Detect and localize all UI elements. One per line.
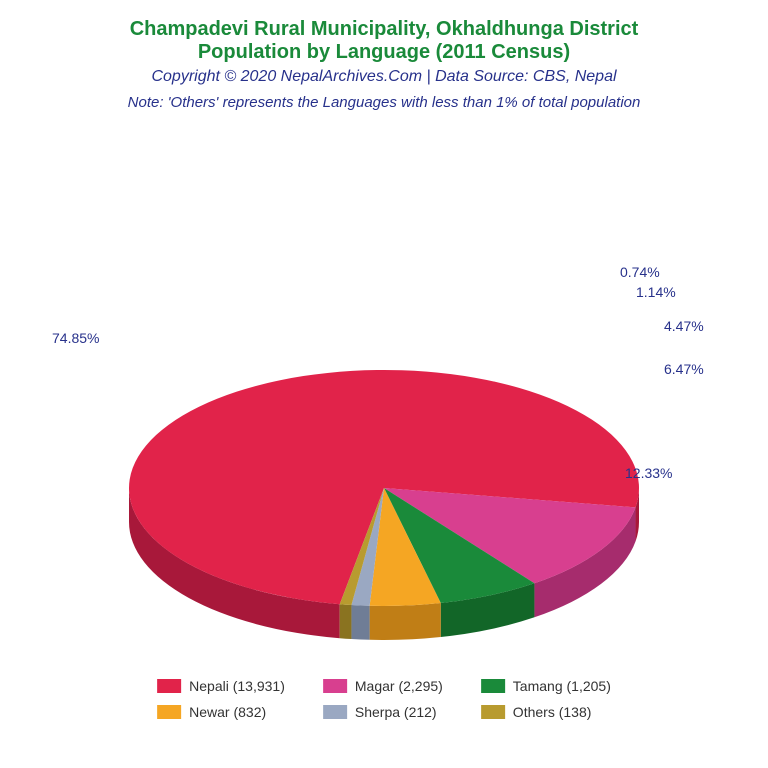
- legend-swatch: [157, 705, 181, 719]
- legend-item-nepali: Nepali (13,931): [157, 678, 285, 694]
- legend-text: Others (138): [513, 704, 592, 720]
- legend-text: Nepali (13,931): [189, 678, 285, 694]
- chart-subtitle: Copyright © 2020 NepalArchives.Com | Dat…: [0, 68, 768, 86]
- legend-item-tamang: Tamang (1,205): [481, 678, 611, 694]
- legend-swatch: [481, 679, 505, 693]
- chart-note: Note: 'Others' represents the Languages …: [0, 94, 768, 111]
- slice-label-nepali: 74.85%: [52, 330, 99, 346]
- pie-area: [119, 360, 649, 650]
- slice-label-sherpa: 1.14%: [636, 284, 676, 300]
- legend-swatch: [157, 679, 181, 693]
- slice-label-magar: 12.33%: [625, 465, 672, 481]
- legend-item-newar: Newar (832): [157, 704, 285, 720]
- legend-item-sherpa: Sherpa (212): [323, 704, 443, 720]
- chart-title-line2: Population by Language (2011 Census): [0, 41, 768, 64]
- slice-label-tamang: 6.47%: [664, 361, 704, 377]
- chart-title-line1: Champadevi Rural Municipality, Okhaldhun…: [0, 18, 768, 41]
- legend-text: Newar (832): [189, 704, 266, 720]
- slice-label-newar: 4.47%: [664, 318, 704, 334]
- legend: Nepali (13,931) Magar (2,295) Tamang (1,20…: [157, 678, 611, 720]
- legend-item-others: Others (138): [481, 704, 611, 720]
- legend-item-magar: Magar (2,295): [323, 678, 443, 694]
- pie-chart-container: Champadevi Rural Municipality, Okhaldhun…: [0, 0, 768, 768]
- legend-swatch: [323, 705, 347, 719]
- pie-svg: [119, 360, 649, 650]
- legend-text: Sherpa (212): [355, 704, 437, 720]
- legend-swatch: [323, 679, 347, 693]
- legend-swatch: [481, 705, 505, 719]
- legend-text: Magar (2,295): [355, 678, 443, 694]
- slice-label-others: 0.74%: [620, 264, 660, 280]
- title-block: Champadevi Rural Municipality, Okhaldhun…: [0, 0, 768, 111]
- legend-text: Tamang (1,205): [513, 678, 611, 694]
